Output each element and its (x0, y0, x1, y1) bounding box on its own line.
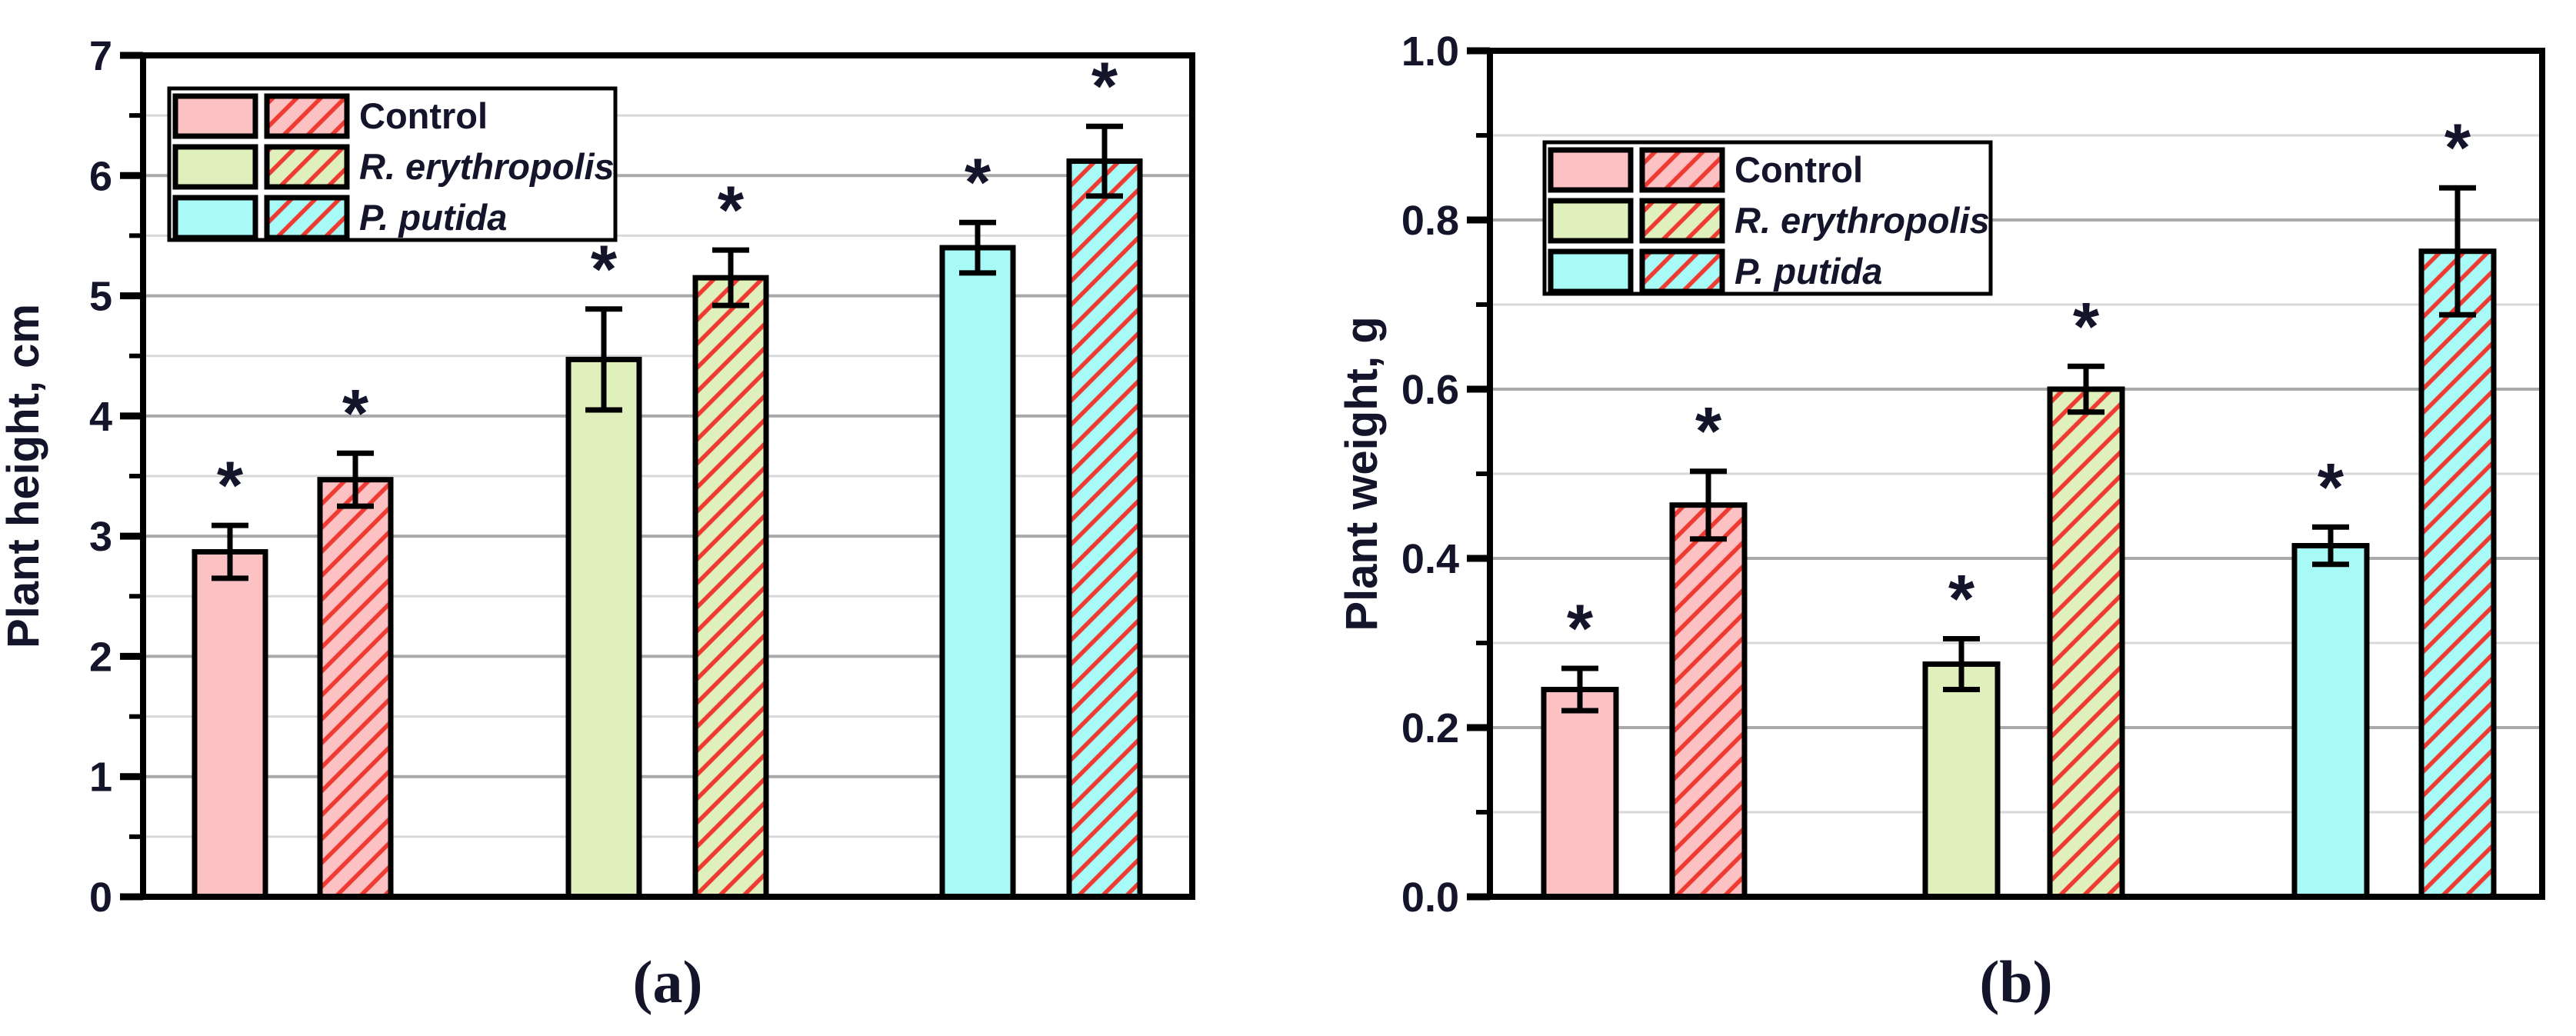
y-tick-label: 3 (89, 514, 112, 560)
y-axis-title: Plant height, cm (0, 304, 48, 648)
legend-label-p-putida: P. putida (1735, 251, 1882, 291)
y-tick-label: 0.0 (1401, 874, 1459, 921)
y-tick-label: 6 (89, 153, 112, 199)
bar-hatched-control (1669, 502, 1748, 900)
bar-solid-p-putida (2291, 543, 2370, 900)
y-tick-label: 0.2 (1401, 705, 1459, 751)
significance-asterisk: * (1695, 393, 1722, 469)
y-tick-label: 0.4 (1401, 536, 1459, 582)
error-bar-solid-p-putida (959, 219, 996, 276)
plot-frame (140, 52, 1195, 900)
legend-swatch-hatched-control (1639, 147, 1725, 193)
significance-asterisk: * (1567, 590, 1594, 666)
legend-swatch-hatched-p-putida (264, 195, 350, 241)
y-tick-label: 0 (89, 874, 112, 921)
legend-label-r-erythropolis: R. erythropolis (359, 146, 615, 187)
legend-label-r-erythropolis: R. erythropolis (1735, 200, 1990, 241)
legend-label-control: Control (1735, 149, 1863, 190)
legend-swatch-solid-r-erythropolis (172, 144, 258, 190)
legend-swatch-solid-control (1548, 147, 1634, 193)
error-bar-hatched-control (1690, 468, 1727, 542)
error-bar-hatched-control (337, 450, 374, 509)
bar-solid-control (192, 548, 268, 900)
bar-solid-p-putida (939, 245, 1016, 900)
error-bar-solid-r-erythropolis (1943, 636, 1980, 692)
legend-swatch-solid-p-putida (172, 195, 258, 241)
plot-frame (1487, 48, 2545, 900)
y-tick-label: 1.0 (1401, 28, 1459, 75)
y-tick-label: 7 (89, 33, 112, 79)
legend-label-p-putida: P. putida (359, 197, 507, 238)
legend-swatch-solid-p-putida (1548, 248, 1634, 295)
y-axis-ticks: 0 1 2 3 4 5 6 7 (89, 33, 143, 921)
legend-swatch-hatched-r-erythropolis (264, 144, 350, 190)
significance-asterisk: * (2073, 288, 2100, 364)
error-bar-hatched-p-putida (2439, 185, 2476, 318)
bar-hatched-p-putida (2418, 248, 2497, 900)
significance-asterisk: * (718, 172, 745, 248)
legend-swatch-hatched-p-putida (1639, 248, 1725, 295)
y-tick-label: 4 (89, 394, 112, 440)
error-bar-hatched-r-erythropolis (2068, 363, 2104, 415)
bar-solid-control (1541, 687, 1619, 900)
legend-swatch-hatched-r-erythropolis (1639, 198, 1725, 244)
bar-hatched-r-erythropolis (692, 275, 769, 900)
y-tick-label: 5 (89, 274, 112, 320)
legend: Control R. erythropolis P. putida (167, 86, 618, 242)
error-bar-solid-p-putida (2312, 524, 2349, 568)
caption-b: (b) (1979, 948, 2052, 1015)
y-axis-title: Plant weight, g (1337, 316, 1387, 631)
panel-a: * * * * * * 0 1 2 3 4 5 6 7 Plant height, cm Control R. … (0, 33, 1195, 921)
legend: Control R. erythropolis P. putida (1542, 140, 1993, 296)
panel-b: * * * * * * 0.0 0.2 0.4 0.6 0.8 1.0 Plant weight, g C… (1337, 28, 2545, 921)
significance-asterisk: * (1091, 48, 1118, 124)
caption-a: (a) (633, 948, 703, 1015)
significance-asterisk: * (2444, 109, 2471, 185)
error-bar-solid-control (1561, 665, 1598, 714)
y-tick-label: 0.8 (1401, 198, 1459, 244)
significance-asterisk: * (591, 231, 618, 307)
error-bar-hatched-p-putida (1086, 123, 1123, 199)
error-bar-solid-r-erythropolis (585, 306, 622, 413)
error-bar-solid-control (212, 522, 248, 581)
significance-asterisk: * (2318, 448, 2344, 525)
significance-asterisk: * (342, 375, 369, 451)
error-bar-hatched-r-erythropolis (712, 247, 749, 308)
legend-swatch-hatched-control (264, 93, 350, 139)
significance-asterisk: * (1948, 561, 1975, 637)
y-tick-label: 2 (89, 634, 112, 680)
y-tick-label: 0.6 (1401, 367, 1459, 413)
significance-asterisk: * (965, 144, 991, 220)
bar-hatched-p-putida (1066, 158, 1143, 900)
bar-solid-r-erythropolis (1922, 661, 2001, 900)
legend-swatch-solid-control (172, 93, 258, 139)
significance-asterisk: * (217, 447, 244, 523)
legend-label-control: Control (359, 95, 488, 136)
y-axis-ticks: 0.0 0.2 0.4 0.6 0.8 1.0 (1401, 28, 1490, 921)
bar-solid-r-erythropolis (565, 356, 642, 900)
bar-hatched-control (317, 477, 394, 900)
y-tick-label: 1 (89, 755, 112, 801)
bar-hatched-r-erythropolis (2047, 386, 2125, 900)
legend-swatch-solid-r-erythropolis (1548, 198, 1634, 244)
